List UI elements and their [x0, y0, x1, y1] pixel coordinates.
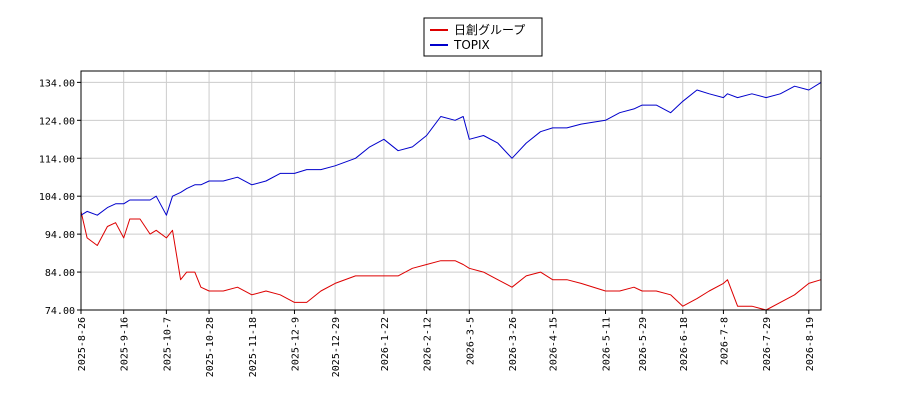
x-axis: 2025-8-26 2025-9-16 2025-10-7 2025-10-28 202…: [77, 310, 816, 377]
x-tick-label: 2026-1-22: [380, 317, 391, 371]
legend-label: 日創グループ: [454, 23, 525, 37]
x-tick-label: 2026-5-29: [638, 317, 649, 371]
grid: [80, 71, 821, 311]
plot-frame: [80, 70, 822, 311]
x-tick-label: 2025-8-26: [77, 317, 88, 371]
y-tick-label: 84.00: [45, 268, 75, 279]
series-line-2: [80, 81, 822, 216]
x-tick-label: 2025-10-28: [205, 317, 216, 377]
y-axis: 74.00 84.00 94.00 104.00 114.00 124.00 134.00: [39, 78, 81, 317]
y-tick-label: 114.00: [39, 154, 75, 165]
x-tick-label: 2025-10-7: [162, 317, 173, 371]
y-tick-label: 94.00: [45, 230, 75, 241]
x-tick-label: 2026-3-5: [465, 317, 476, 365]
x-tick-label: 2026-2-12: [423, 317, 434, 371]
x-tick-label: 2025-9-16: [120, 317, 131, 371]
x-tick-label: 2026-3-26: [508, 317, 519, 371]
legend-box: [423, 17, 543, 57]
x-tick-label: 2025-11-18: [248, 317, 259, 377]
x-tick-label: 2026-6-18: [679, 317, 690, 371]
x-tick-label: 2026-8-19: [805, 317, 816, 371]
x-tick-label: 2026-5-11: [602, 317, 613, 371]
x-tick-label: 2025-12-29: [331, 317, 342, 377]
y-tick-label: 74.00: [45, 306, 75, 317]
series-layer: [80, 81, 822, 311]
x-tick-label: 2026-7-29: [762, 317, 773, 371]
y-tick-label: 104.00: [39, 192, 75, 203]
x-tick-label: 2025-12-9: [290, 317, 301, 371]
y-tick-label: 124.00: [39, 116, 75, 127]
x-tick-label: 2026-4-15: [549, 317, 560, 371]
series-line-1: [80, 211, 822, 311]
legend-label: TOPIX: [453, 38, 490, 52]
y-tick-label: 134.00: [39, 78, 75, 89]
x-tick-label: 2026-7-8: [719, 317, 730, 365]
